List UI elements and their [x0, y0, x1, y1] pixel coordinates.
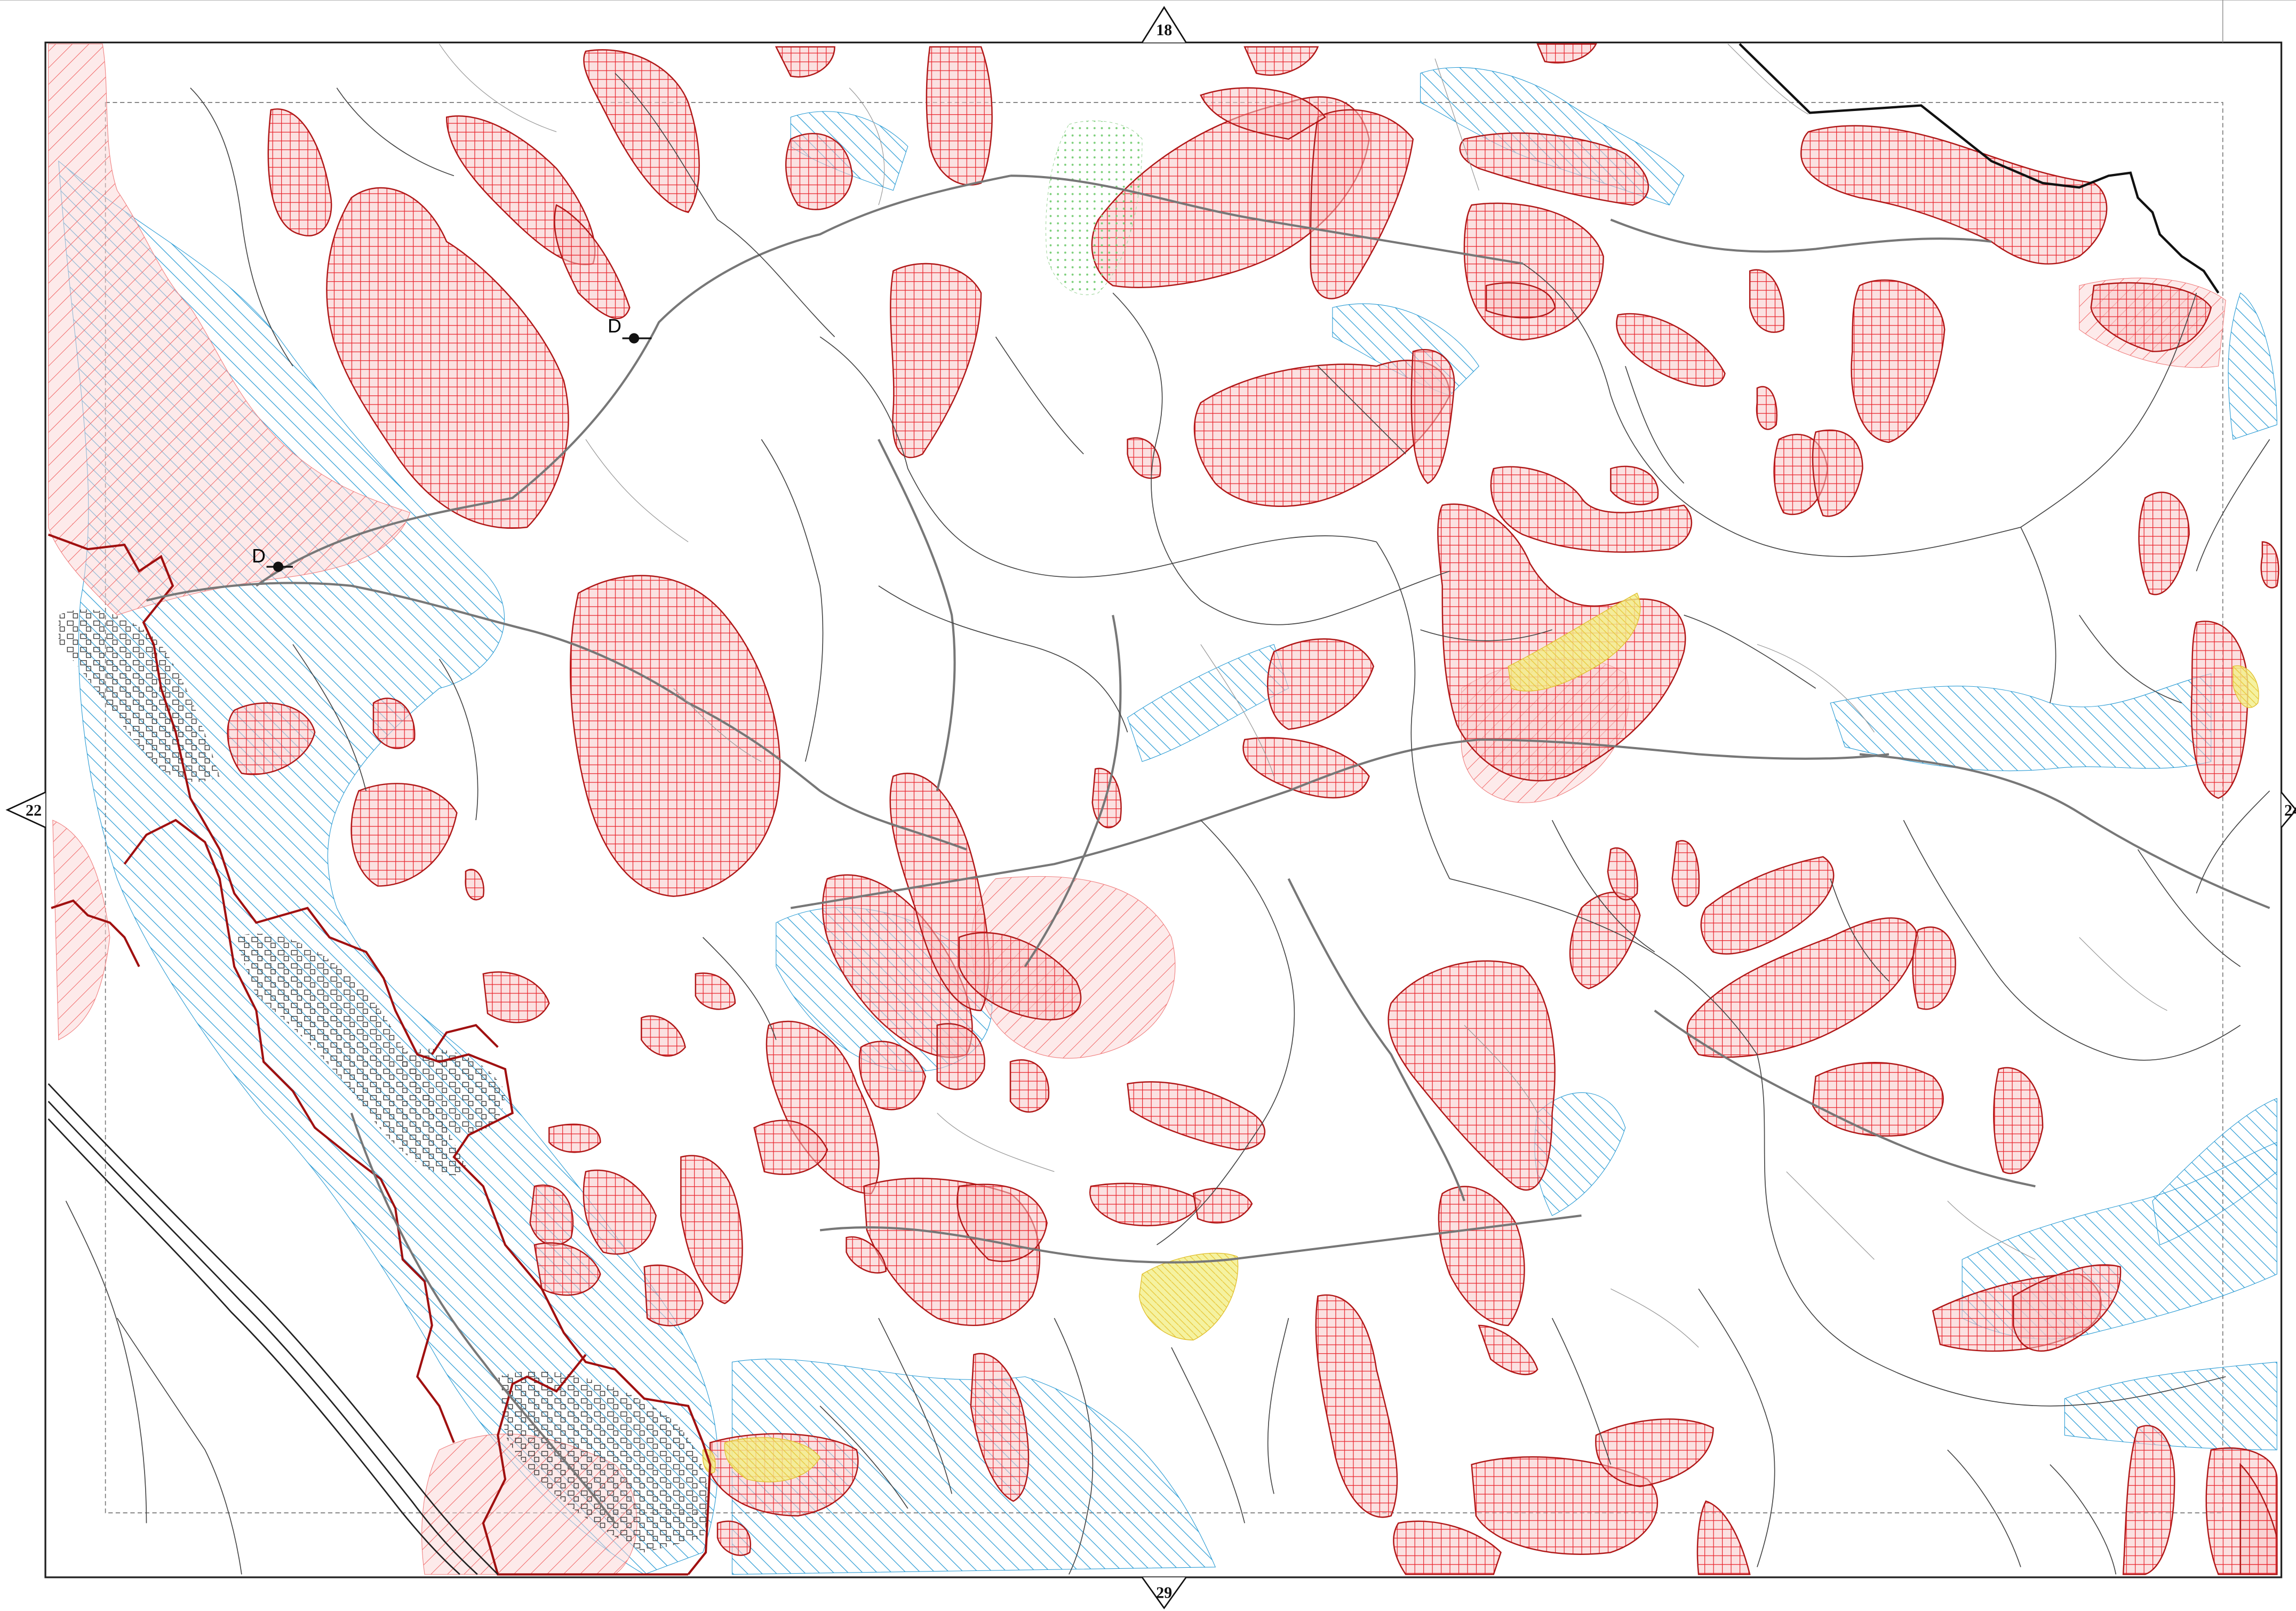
sheet-ref-right-label: 24	[2284, 801, 2296, 820]
administrative-border	[1739, 43, 2220, 294]
point-marker-north[interactable]: D	[608, 315, 652, 344]
point-marker-west[interactable]: D	[252, 545, 293, 572]
green-dotted-zone	[1045, 120, 1143, 295]
sheet-ref-bottom-label: 29	[1156, 1583, 1172, 1601]
urban-areas	[58, 609, 709, 1553]
sheet-ref-right[interactable]: 24	[2281, 791, 2296, 828]
sheet-ref-bottom[interactable]: 29	[1141, 1577, 1187, 1609]
dark-red-boundaries	[47, 533, 712, 1576]
sheet-ref-top[interactable]: 18	[1141, 6, 1187, 43]
point-label-west: D	[252, 545, 266, 567]
yellow-zones	[702, 592, 2259, 1482]
parcel-lines	[65, 73, 2270, 1575]
sheet-ref-left-label: 22	[26, 801, 42, 820]
sheet-ref-top-label: 18	[1156, 21, 1172, 39]
railway	[47, 1083, 499, 1575]
point-label-north: D	[608, 315, 621, 337]
roads	[146, 174, 2270, 1524]
contour-lines	[439, 43, 2167, 1348]
sheet-ref-left[interactable]: 22	[5, 791, 46, 828]
red-crosshatch-zones	[227, 43, 2279, 1575]
